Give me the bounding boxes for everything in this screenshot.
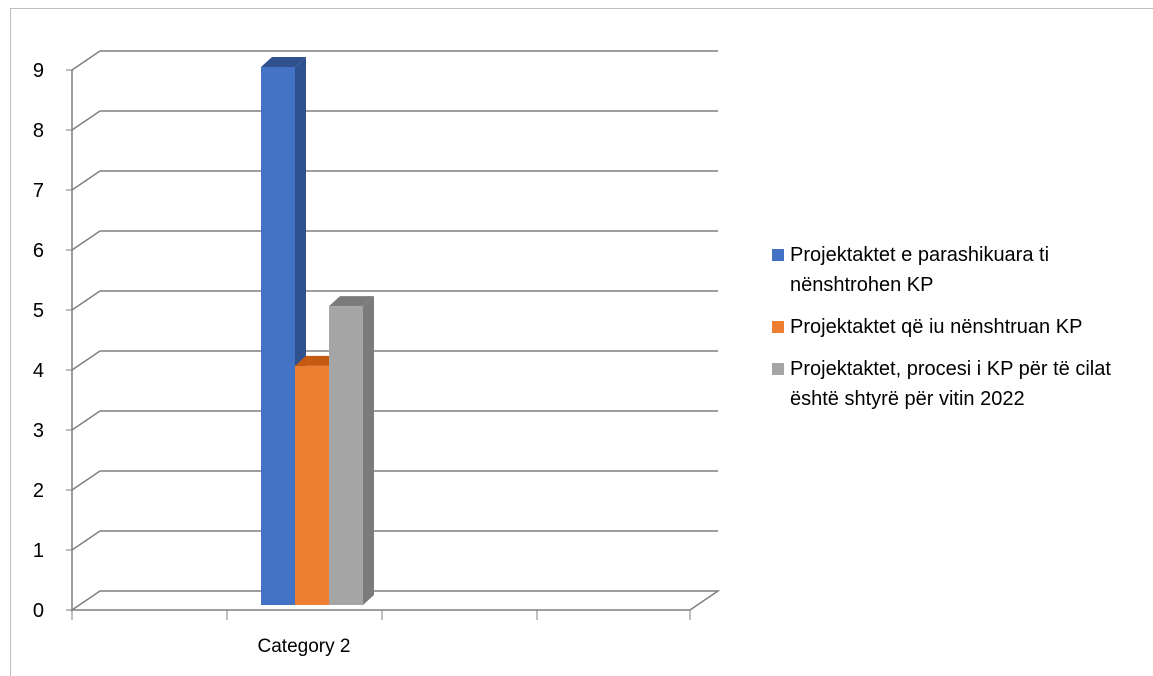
x-axis-ticks: Category 2	[71, 610, 691, 657]
y-tick-label: 8	[33, 120, 44, 142]
axes	[69, 70, 721, 611]
gridline-diagonal	[71, 110, 101, 131]
gridline	[71, 530, 718, 551]
gridline-diagonal	[71, 290, 101, 311]
y-tick-label: 6	[33, 240, 44, 262]
y-tick-label: 5	[33, 300, 44, 322]
bar-front	[329, 306, 363, 605]
gridline	[71, 350, 718, 371]
bar-front	[295, 365, 329, 605]
bar	[261, 57, 306, 605]
gridline	[71, 470, 718, 491]
y-tick-label: 1	[33, 540, 44, 562]
legend-swatch	[772, 363, 784, 375]
chart-frame	[10, 8, 1153, 676]
bar-top	[329, 296, 374, 307]
y-tick-label: 9	[33, 60, 44, 82]
y-tick-label: 7	[33, 180, 44, 202]
gridline-diagonal	[71, 50, 101, 71]
gridline	[71, 410, 718, 431]
legend-label: Projektaktet që iu nënshtruan KP	[790, 316, 1083, 338]
gridline	[71, 290, 718, 311]
bar-top	[261, 57, 306, 67]
legend-swatch	[772, 249, 784, 261]
gridline-diagonal	[71, 410, 101, 431]
bars	[261, 57, 374, 605]
bar-side	[363, 296, 374, 605]
gridline	[71, 110, 718, 131]
bar-front	[261, 67, 295, 605]
bar-top	[295, 355, 340, 366]
legend: Projektaktet e parashikuara ti nënshtroh…	[772, 240, 1147, 426]
y-tick-label: 2	[33, 480, 44, 502]
y-tick-label: 4	[33, 360, 44, 382]
gridline	[71, 50, 718, 71]
legend-label: Projektaktet, procesi i KP për të cilat …	[790, 358, 1111, 410]
x-tick-label: Category 2	[258, 636, 351, 657]
gridline	[71, 170, 718, 191]
gridline-diagonal	[71, 350, 101, 371]
legend-item: Projektaktet, procesi i KP për të cilat …	[772, 354, 1147, 414]
gridline-diagonal	[71, 170, 101, 191]
legend-item: Projektaktet që iu nënshtruan KP	[772, 312, 1147, 342]
legend-swatch	[772, 321, 784, 333]
gridlines	[71, 50, 718, 551]
gridline-diagonal	[71, 470, 101, 491]
y-axis-ticks: 0 1 2 3 4 5 6 7 8 9	[33, 60, 72, 622]
y-tick-label: 3	[33, 420, 44, 442]
gridline	[71, 230, 718, 251]
gridline-diagonal	[71, 230, 101, 251]
gridline-diagonal	[71, 530, 101, 551]
bar	[329, 296, 374, 605]
legend-label: Projektaktet e parashikuara ti nënshtroh…	[790, 244, 1050, 296]
y-tick-label: 0	[33, 600, 44, 622]
chart-floor	[69, 590, 721, 611]
legend-item: Projektaktet e parashikuara ti nënshtroh…	[772, 240, 1147, 300]
